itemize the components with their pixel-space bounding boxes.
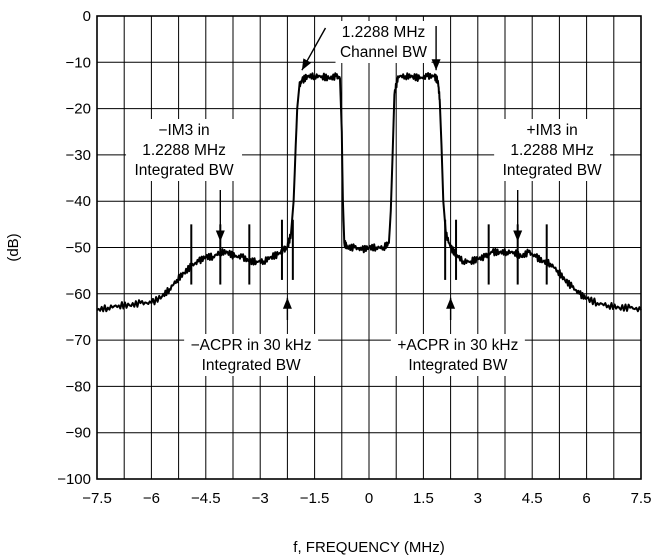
y-tick-label: −100 — [57, 471, 91, 488]
y-tick-label: −70 — [66, 332, 91, 349]
annotation-text: +IM3 in — [527, 122, 578, 139]
x-tick-labels: −7.5 −6 −4.5 −3 −1.5 0 1.5 3 4.5 6 7.5 — [82, 490, 651, 507]
x-tick-label: −4.5 — [191, 490, 221, 507]
annotation-bg — [390, 334, 525, 376]
y-tick-label: −90 — [66, 425, 91, 442]
y-tick-label: −10 — [66, 54, 91, 71]
annotations: 1.2288 MHz Channel BW −IM3 in 1.2288 MHz Int… — [126, 21, 611, 376]
annotation-bg — [494, 119, 611, 181]
plot-frame — [96, 15, 642, 480]
annotation-text: Integrated BW — [135, 162, 234, 179]
y-tick-label: −20 — [66, 101, 91, 118]
annotation-text: −ACPR in 30 kHz — [191, 337, 312, 354]
y-tick-labels: 0 −10 −20 −30 −40 −50 −60 −70 −80 −90 −100 — [57, 8, 91, 488]
x-tick-label: 6 — [582, 490, 590, 507]
x-tick-label: 0 — [365, 490, 373, 507]
annotation-text: +ACPR in 30 kHz — [397, 337, 518, 354]
arrow-head — [301, 58, 312, 71]
y-tick-label: −30 — [66, 147, 91, 164]
annotation-text: Integrated BW — [408, 357, 507, 374]
arrow-head — [446, 297, 456, 309]
annotation-text: 1.2288 MHz — [342, 24, 426, 41]
annotation-text: 1.2288 MHz — [142, 142, 226, 159]
x-tick-label: −7.5 — [82, 490, 112, 507]
y-tick-label: 0 — [83, 8, 91, 25]
annotation-text: Channel BW — [340, 44, 427, 61]
x-axis-title: f, FREQUENCY (MHz) — [293, 539, 444, 556]
annotation-bg — [126, 119, 243, 181]
x-tick-label: −3 — [252, 490, 269, 507]
y-tick-label: −50 — [66, 240, 91, 257]
x-tick-label: −6 — [143, 490, 160, 507]
arrow-head — [513, 230, 523, 242]
annotation-text: 1.2288 MHz — [510, 142, 594, 159]
x-tick-label: 4.5 — [522, 490, 543, 507]
annotation-text: Integrated BW — [503, 162, 602, 179]
annotation-bg — [184, 334, 319, 376]
annotation-text: Integrated BW — [202, 357, 301, 374]
x-tick-label: 1.5 — [413, 490, 434, 507]
y-tick-label: −40 — [66, 193, 91, 210]
annotation-bg — [335, 21, 432, 63]
arrow-head — [215, 230, 225, 242]
y-tick-label: −60 — [66, 286, 91, 303]
x-tick-label: −1.5 — [300, 490, 330, 507]
arrow-head — [282, 297, 292, 309]
arrow-head — [431, 59, 441, 71]
x-tick-label: 7.5 — [631, 490, 652, 507]
y-axis-title: (dB) — [5, 233, 22, 261]
spectrum-line — [96, 72, 642, 313]
y-tick-label: −80 — [66, 378, 91, 395]
x-tick-label: 3 — [474, 490, 482, 507]
annotation-text: −IM3 in — [158, 122, 209, 139]
